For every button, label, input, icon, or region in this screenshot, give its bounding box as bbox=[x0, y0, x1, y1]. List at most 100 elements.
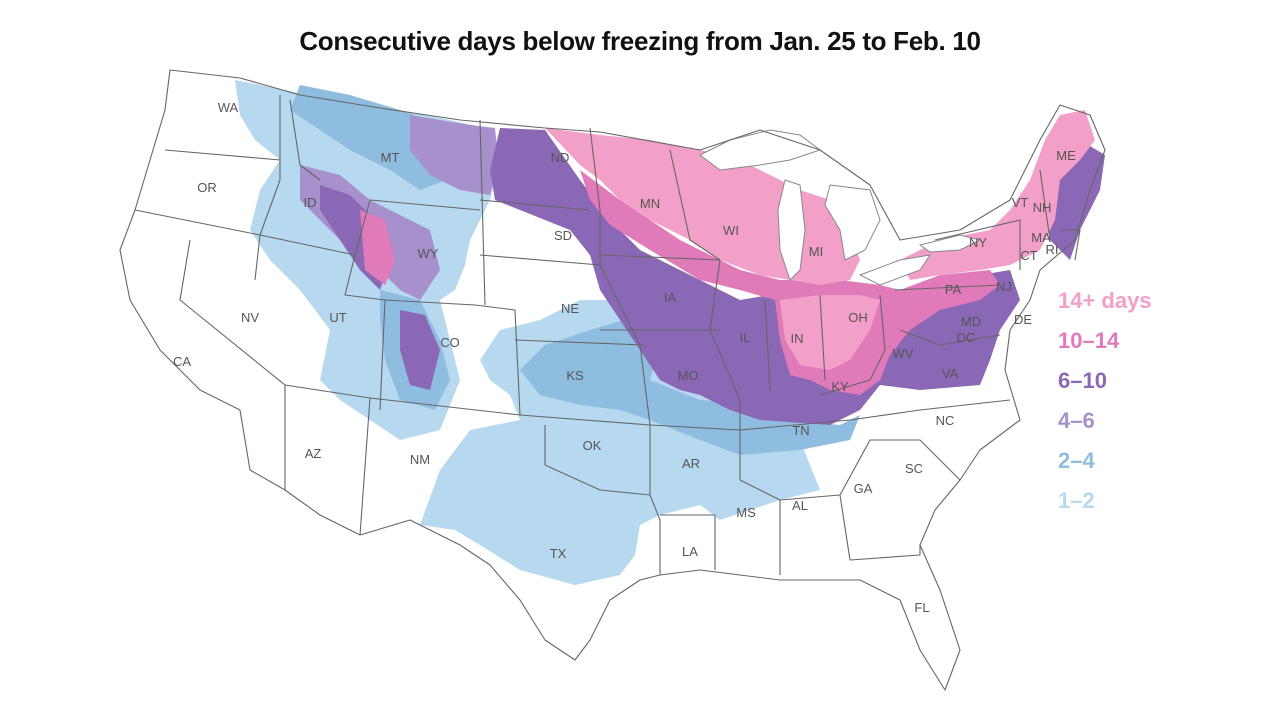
lake-ontario bbox=[918, 234, 982, 253]
border bbox=[1060, 229, 1081, 261]
state-label-ky: KY bbox=[831, 379, 849, 394]
state-label-ok: OK bbox=[583, 438, 602, 453]
legend-item-14-plus: 14+ days bbox=[1058, 288, 1152, 313]
state-label-pa: PA bbox=[945, 282, 962, 297]
state-label-nd: ND bbox=[551, 150, 570, 165]
state-label-wv: WV bbox=[893, 346, 914, 361]
border bbox=[894, 284, 1001, 291]
state-label-in: IN bbox=[791, 331, 804, 346]
border bbox=[164, 149, 281, 161]
state-label-nj: NJ bbox=[996, 279, 1012, 294]
border bbox=[899, 329, 1001, 346]
state-label-de: DE bbox=[1014, 312, 1032, 327]
state-label-vt: VT bbox=[1012, 195, 1029, 210]
legend-item-4-6: 4–6 bbox=[1058, 408, 1095, 433]
state-labels: WA OR CA NV ID MT WY UT CO AZ NM ND SD NE KS OK TX MN IA MO… bbox=[173, 100, 1076, 615]
region-4-6-days bbox=[410, 115, 498, 195]
state-label-va: VA bbox=[942, 366, 959, 381]
state-label-nh: NH bbox=[1033, 200, 1052, 215]
region-6-10-days bbox=[400, 310, 440, 390]
border bbox=[819, 294, 826, 381]
state-label-or: OR bbox=[197, 180, 217, 195]
state-label-mt: MT bbox=[381, 150, 400, 165]
state-label-nm: NM bbox=[410, 452, 430, 467]
border bbox=[259, 199, 481, 256]
border bbox=[739, 399, 1011, 431]
state-label-ne: NE bbox=[561, 301, 579, 316]
state-label-tx: TX bbox=[550, 546, 567, 561]
border bbox=[479, 199, 591, 211]
state-label-fl: FL bbox=[914, 600, 929, 615]
border bbox=[514, 339, 646, 346]
border bbox=[384, 299, 521, 416]
state-label-ri: RI bbox=[1046, 242, 1059, 257]
legend-item-2-4: 2–4 bbox=[1058, 448, 1095, 473]
state-label-dc: DC bbox=[957, 330, 976, 345]
border bbox=[544, 425, 651, 496]
state-label-sd: SD bbox=[554, 228, 572, 243]
state-label-mo: MO bbox=[678, 368, 699, 383]
state-label-nc: NC bbox=[936, 413, 955, 428]
state-label-ms: MS bbox=[736, 505, 756, 520]
border bbox=[849, 545, 921, 561]
border bbox=[479, 254, 601, 266]
border bbox=[134, 209, 261, 281]
state-label-ut: UT bbox=[329, 310, 346, 325]
lake-superior bbox=[699, 129, 822, 171]
state-label-ct: CT bbox=[1020, 248, 1037, 263]
legend-item-10-14: 10–14 bbox=[1058, 328, 1120, 353]
state-label-mi: MI bbox=[809, 244, 823, 259]
state-label-id: ID bbox=[304, 195, 317, 210]
border bbox=[589, 127, 651, 426]
state-label-wi: WI bbox=[723, 223, 739, 238]
lake-erie bbox=[858, 254, 932, 286]
border bbox=[599, 254, 721, 261]
region-14-plus-days bbox=[780, 295, 880, 370]
border bbox=[1039, 169, 1051, 241]
border bbox=[479, 119, 486, 306]
region-1-2-days bbox=[420, 300, 820, 585]
border bbox=[764, 299, 771, 391]
legend: 14+ days 10–14 6–10 4–6 2–4 1–2 bbox=[1058, 286, 1152, 526]
legend-item-1-2: 1–2 bbox=[1058, 488, 1095, 513]
state-label-ny: NY bbox=[969, 235, 987, 250]
region-10-14-days bbox=[360, 210, 395, 285]
state-label-nv: NV bbox=[241, 310, 259, 325]
legend-item-6-10: 6–10 bbox=[1058, 368, 1107, 393]
border bbox=[669, 149, 741, 430]
border bbox=[934, 219, 1021, 270]
state-label-il: IL bbox=[740, 330, 751, 345]
map-title: Consecutive days below freezing from Jan… bbox=[299, 26, 981, 56]
state-label-sc: SC bbox=[905, 461, 923, 476]
state-label-ar: AR bbox=[682, 456, 700, 471]
border bbox=[839, 439, 961, 496]
region-10-14-days bbox=[580, 170, 1000, 395]
us-outline bbox=[119, 69, 1106, 691]
border bbox=[344, 254, 386, 411]
state-label-co: CO bbox=[440, 335, 460, 350]
state-label-ga: GA bbox=[854, 481, 873, 496]
border bbox=[359, 397, 371, 536]
border bbox=[649, 494, 661, 575]
region-14-plus-days bbox=[900, 110, 1095, 280]
state-label-oh: OH bbox=[848, 310, 868, 325]
state-label-la: LA bbox=[682, 544, 698, 559]
state-label-al: AL bbox=[792, 498, 808, 513]
state-label-ks: KS bbox=[566, 368, 584, 383]
border bbox=[289, 99, 321, 181]
state-label-me: ME bbox=[1056, 148, 1076, 163]
state-label-ia: IA bbox=[664, 290, 677, 305]
state-label-md: MD bbox=[961, 314, 981, 329]
state-label-ma: MA bbox=[1031, 230, 1051, 245]
lake-michigan bbox=[777, 179, 806, 281]
state-label-ca: CA bbox=[173, 354, 191, 369]
freeze-regions bbox=[235, 80, 1105, 585]
state-label-wa: WA bbox=[218, 100, 239, 115]
state-label-wy: WY bbox=[418, 246, 439, 261]
border bbox=[779, 494, 851, 561]
border bbox=[259, 95, 281, 236]
state-borders bbox=[119, 69, 1106, 691]
border bbox=[819, 294, 886, 396]
state-label-mn: MN bbox=[640, 196, 660, 211]
